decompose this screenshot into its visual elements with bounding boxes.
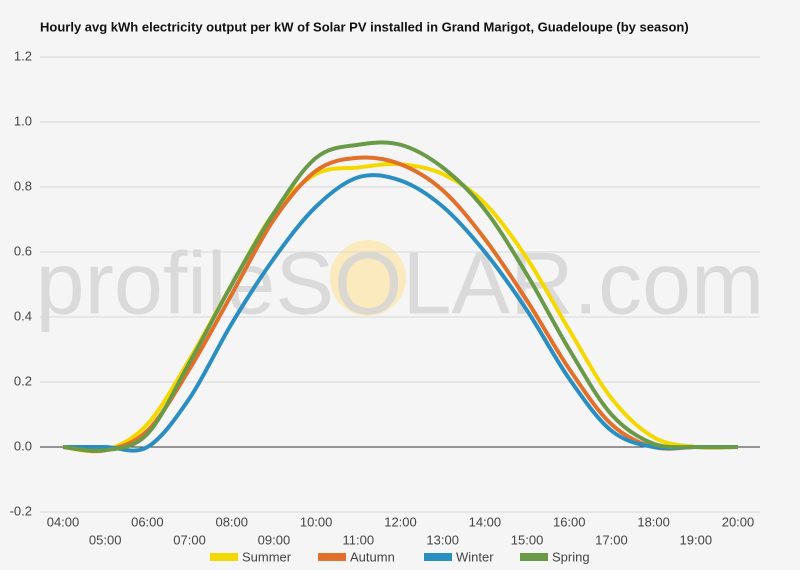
series-line <box>62 155 738 453</box>
legend-label: Spring <box>552 549 590 564</box>
y-tick-label: 0.4 <box>14 308 32 323</box>
x-tick-label: 15:00 <box>511 532 544 547</box>
x-tick-label: 04:00 <box>47 514 80 529</box>
watermark: profileSOLAR.com <box>36 233 765 332</box>
x-tick-label: 11:00 <box>343 532 375 547</box>
x-tick-label: 13:00 <box>426 532 459 547</box>
legend-swatch <box>424 553 452 561</box>
x-tick-label: 16:00 <box>553 514 586 529</box>
y-tick-label: 1.0 <box>14 113 32 128</box>
x-tick-label: 09:00 <box>258 532 291 547</box>
x-tick-label: 05:00 <box>89 532 122 547</box>
y-tick-label: 1.2 <box>14 48 32 63</box>
x-tick-label: 06:00 <box>131 514 164 529</box>
y-tick-label: 0.0 <box>14 438 32 453</box>
x-tick-label: 17:00 <box>595 532 628 547</box>
legend-swatch <box>318 553 346 561</box>
x-tick-label: 19:00 <box>680 532 713 547</box>
x-tick-label: 18:00 <box>637 514 670 529</box>
x-tick-label: 07:00 <box>173 532 206 547</box>
legend-label: Winter <box>456 549 494 564</box>
legend-swatch <box>210 553 238 561</box>
chart-title: Hourly avg kWh electricity output per kW… <box>40 19 689 34</box>
legend-label: Autumn <box>350 549 395 564</box>
legend-swatch <box>520 553 548 561</box>
x-tick-label: 20:00 <box>722 514 755 529</box>
series-line <box>62 140 739 453</box>
y-tick-label: -0.2 <box>10 503 32 518</box>
watermark-sun <box>330 240 406 316</box>
y-tick-label: 0.6 <box>14 243 32 258</box>
x-tick-label: 08:00 <box>215 514 248 529</box>
x-tick-label: 12:00 <box>384 514 417 529</box>
series-line <box>63 173 738 453</box>
y-tick-label: 0.2 <box>14 373 32 388</box>
x-tick-label: 10:00 <box>300 514 333 529</box>
legend-label: Summer <box>242 549 292 564</box>
y-tick-label: 0.8 <box>14 178 32 193</box>
x-tick-label: 14:00 <box>469 514 502 529</box>
